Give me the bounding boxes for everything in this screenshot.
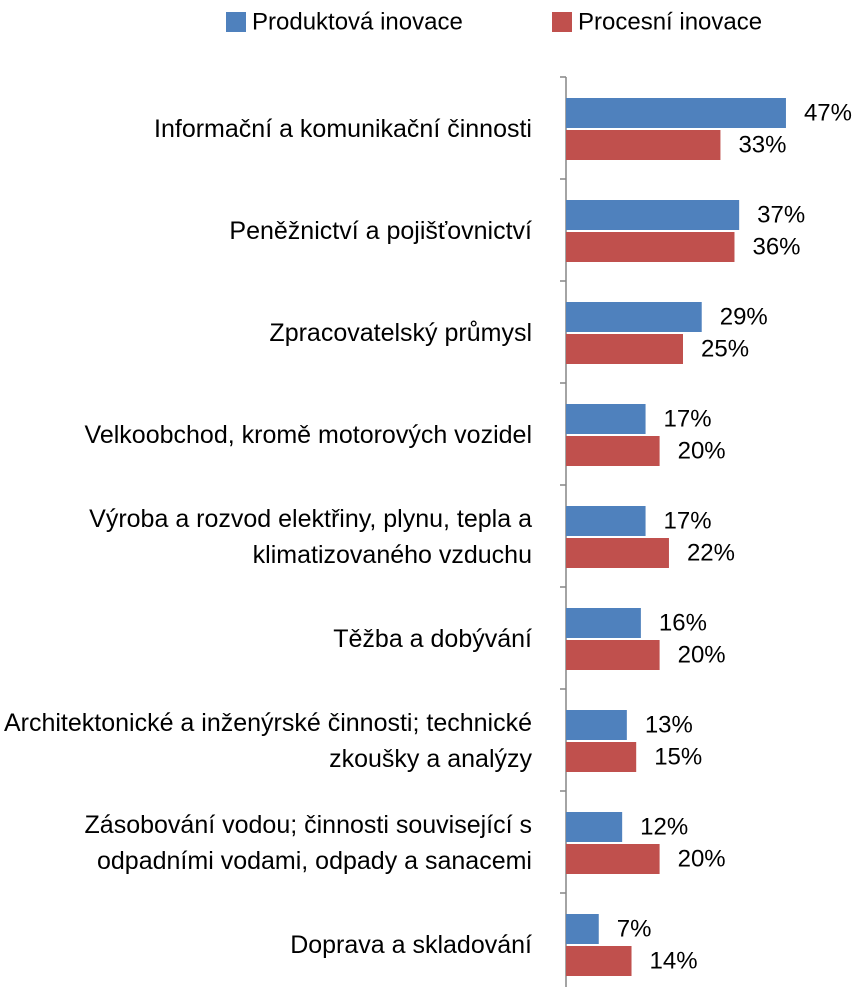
category-label: Architektonické a inženýrské činnosti; t…	[3, 709, 532, 773]
value-label: 12%	[640, 813, 688, 840]
bar	[566, 334, 683, 364]
bar	[566, 844, 660, 874]
value-label: 13%	[645, 711, 693, 738]
bar	[566, 640, 660, 670]
category-label: Doprava a skladování	[290, 931, 532, 959]
category-label: Zpracovatelský průmysl	[269, 319, 532, 347]
bar	[566, 232, 735, 262]
value-label: 7%	[617, 915, 652, 942]
bar	[566, 608, 641, 638]
value-label: 47%	[804, 99, 852, 126]
legend-label: Procesní inovace	[578, 8, 762, 35]
bar	[566, 436, 660, 466]
legend-label: Produktová inovace	[252, 8, 463, 35]
category-label: Zásobování vodou; činnosti související s…	[84, 811, 532, 875]
value-label: 22%	[687, 539, 735, 566]
value-label: 25%	[701, 335, 749, 362]
bar	[566, 710, 627, 740]
bar	[566, 130, 721, 160]
value-label: 16%	[659, 609, 707, 636]
category-label: Těžba a dobývání	[333, 625, 532, 653]
category-label: Výroba a rozvod elektřiny, plynu, tepla …	[89, 505, 532, 569]
bar	[566, 538, 669, 568]
bar	[566, 404, 646, 434]
category-label: Peněžnictví a pojišťovnictví	[229, 217, 532, 245]
legend-swatch	[226, 12, 246, 32]
value-label: 14%	[650, 947, 698, 974]
bar	[566, 812, 623, 842]
bar	[566, 742, 637, 772]
bar	[566, 200, 740, 230]
bar	[566, 506, 646, 536]
bar	[566, 914, 599, 944]
value-label: 29%	[720, 303, 768, 330]
category-label: Velkoobchod, kromě motorových vozidel	[84, 421, 532, 449]
value-label: 36%	[752, 233, 800, 260]
value-label: 33%	[738, 131, 786, 158]
bar	[566, 302, 702, 332]
value-label: 17%	[664, 405, 712, 432]
category-label: Informační a komunikační činnosti	[154, 115, 532, 143]
value-label: 20%	[678, 437, 726, 464]
bar	[566, 98, 786, 128]
value-label: 37%	[757, 201, 805, 228]
value-label: 20%	[678, 641, 726, 668]
value-label: 17%	[664, 507, 712, 534]
value-label: 20%	[678, 845, 726, 872]
legend-swatch	[552, 12, 572, 32]
value-label: 15%	[654, 743, 702, 770]
bar	[566, 946, 632, 976]
